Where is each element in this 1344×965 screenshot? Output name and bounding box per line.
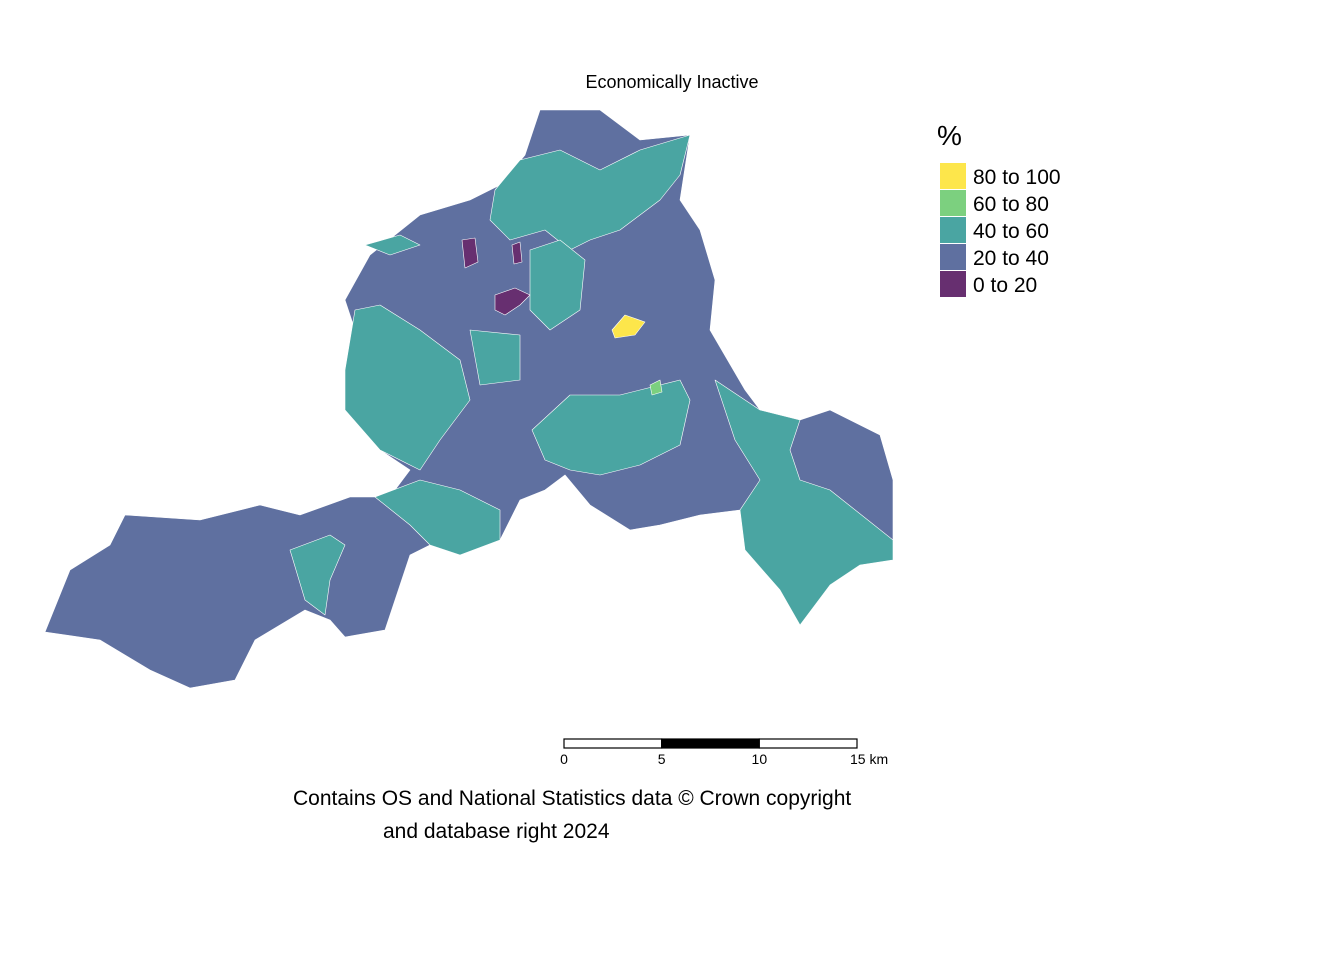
scale-label: 10 [752,751,768,767]
region [344,304,471,471]
scale-label: 0 [560,751,568,767]
region [531,379,691,476]
legend-swatch [940,271,966,297]
legend-label: 60 to 80 [973,193,1049,216]
region [494,287,531,316]
scale-label: 5 [658,751,666,767]
region [461,237,479,269]
credit-line: Contains OS and National Statistics data… [293,787,851,810]
region [489,134,691,251]
legend-swatch [940,244,966,270]
scale-segment [758,738,858,749]
legend-swatch [940,190,966,216]
region [364,234,421,256]
region [529,239,586,331]
legend-title: % [937,120,962,151]
scale-bar: 0 5 10 15 km [560,738,888,767]
legend-swatch [940,163,966,189]
map-title: Economically Inactive [585,72,758,92]
scale-segment [661,738,760,749]
legend-label: 80 to 100 [973,166,1061,189]
region [511,241,523,265]
region [649,379,663,396]
region [289,534,346,616]
credit-line: and database right 2024 [383,820,610,843]
region [714,379,894,626]
scale-segment [563,738,663,749]
legend: 80 to 100 60 to 80 40 to 60 20 to 40 0 to 20 [940,163,1061,297]
legend-label: 0 to 20 [973,274,1037,297]
region [374,479,501,556]
map-regions [44,109,894,689]
legend-label: 20 to 40 [973,247,1049,270]
scale-label: 15 km [850,751,888,767]
region [469,329,521,386]
legend-swatch [940,217,966,243]
region [611,314,646,339]
legend-label: 40 to 60 [973,220,1049,243]
